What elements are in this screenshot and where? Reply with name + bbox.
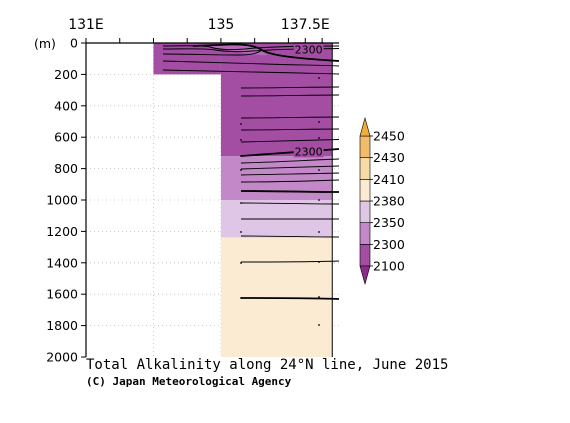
colorbar-label: 2300: [373, 237, 405, 252]
contour-line: [240, 297, 339, 300]
y-tick-label: 1200: [46, 224, 78, 239]
field-band-shallow: [153, 43, 221, 75]
colorbar-segment: [359, 179, 371, 202]
chart-credit: (C) Japan Meteorological Agency: [86, 375, 292, 388]
contour-label: 2300: [295, 43, 323, 56]
contour-line: [240, 260, 339, 263]
contour-line: [240, 139, 339, 143]
station-point: [240, 202, 242, 204]
contour-line: [240, 158, 339, 164]
x-axis-ticks: 131E 135 137.5E: [68, 17, 330, 43]
colorbar-segment: [359, 222, 371, 245]
colorbar-segment: [359, 135, 371, 158]
contour-line: [240, 165, 339, 170]
contour-line: [162, 69, 339, 75]
y-tick-label: 600: [54, 130, 78, 145]
colorbar-label: 2430: [373, 150, 405, 165]
colorbar-label: 2380: [373, 194, 405, 209]
colorbar-label: 2450: [373, 129, 405, 144]
colorbar: 2450 2430 2410 2380 2350 2300 2100: [359, 116, 405, 286]
colorbar-label: 2100: [373, 259, 405, 274]
station-point: [318, 261, 320, 263]
contour-line: [240, 86, 339, 89]
chart-title: Total Alkalinity along 24°N line, June 2…: [86, 357, 449, 373]
contour-line: [240, 94, 339, 97]
colorbar-label: 2410: [373, 172, 405, 187]
station-point: [240, 123, 242, 125]
field-band: [220, 156, 333, 200]
station-point: [318, 137, 320, 139]
station-point: [240, 169, 242, 171]
y-tick-label: 0: [70, 36, 78, 51]
station-point: [318, 296, 320, 298]
x-tick-label: 135: [208, 17, 235, 33]
contour-line: [240, 179, 339, 183]
contour-label-bg: [293, 42, 324, 56]
contour-line: [240, 202, 339, 205]
y-tick-label: 1400: [46, 255, 78, 270]
colorbar-segment: [359, 244, 371, 267]
contour-line: [240, 116, 339, 119]
station-point: [240, 139, 242, 141]
y-tick-label: 1000: [46, 193, 78, 208]
station-point: [318, 324, 320, 326]
colorbar-under-arrow: [359, 265, 371, 286]
field-band: [220, 43, 333, 157]
contour-labels: 2300 2300: [293, 42, 324, 158]
y-axis-ticks: 0 200 400 600 800 1000 1200 1400 1600 1800 2000: [46, 36, 86, 365]
y-tick-label: 1800: [46, 318, 78, 333]
contour-line: [240, 128, 339, 131]
contour-line: [240, 190, 339, 193]
colorbar-segment: [359, 157, 371, 180]
contour-line: [162, 49, 263, 56]
x-tick-label: 131E: [68, 17, 104, 33]
station-markers: [240, 59, 320, 326]
contour-label: 2300: [295, 145, 323, 158]
y-tick-label: 400: [54, 98, 78, 113]
station-point: [318, 121, 320, 123]
y-tick-label: 2000: [46, 350, 78, 365]
contour-lines: [162, 43, 339, 300]
y-axis-unit-label: (m): [34, 36, 56, 51]
contour-line: [240, 172, 339, 176]
y-tick-label: 200: [54, 67, 78, 82]
station-point: [240, 297, 242, 299]
station-point: [240, 231, 242, 233]
colorbar-over-arrow: [359, 116, 371, 137]
station-point: [318, 59, 320, 61]
colorbar-segment: [359, 200, 371, 223]
station-point: [318, 231, 320, 233]
station-point: [318, 169, 320, 171]
station-point: [240, 155, 242, 157]
y-tick-label: 800: [54, 161, 78, 176]
station-point: [318, 199, 320, 201]
station-point: [240, 262, 242, 264]
contour-line: [162, 60, 339, 67]
station-point: [318, 77, 320, 79]
contour-line: [240, 235, 339, 238]
y-tick-label: 1600: [46, 287, 78, 302]
contour-line: [162, 45, 339, 51]
colorbar-label: 2350: [373, 215, 405, 230]
contour-label-bg: [293, 144, 324, 158]
x-tick-label: 137.5E: [281, 17, 330, 33]
contour-line-2300-deep: [240, 148, 339, 157]
